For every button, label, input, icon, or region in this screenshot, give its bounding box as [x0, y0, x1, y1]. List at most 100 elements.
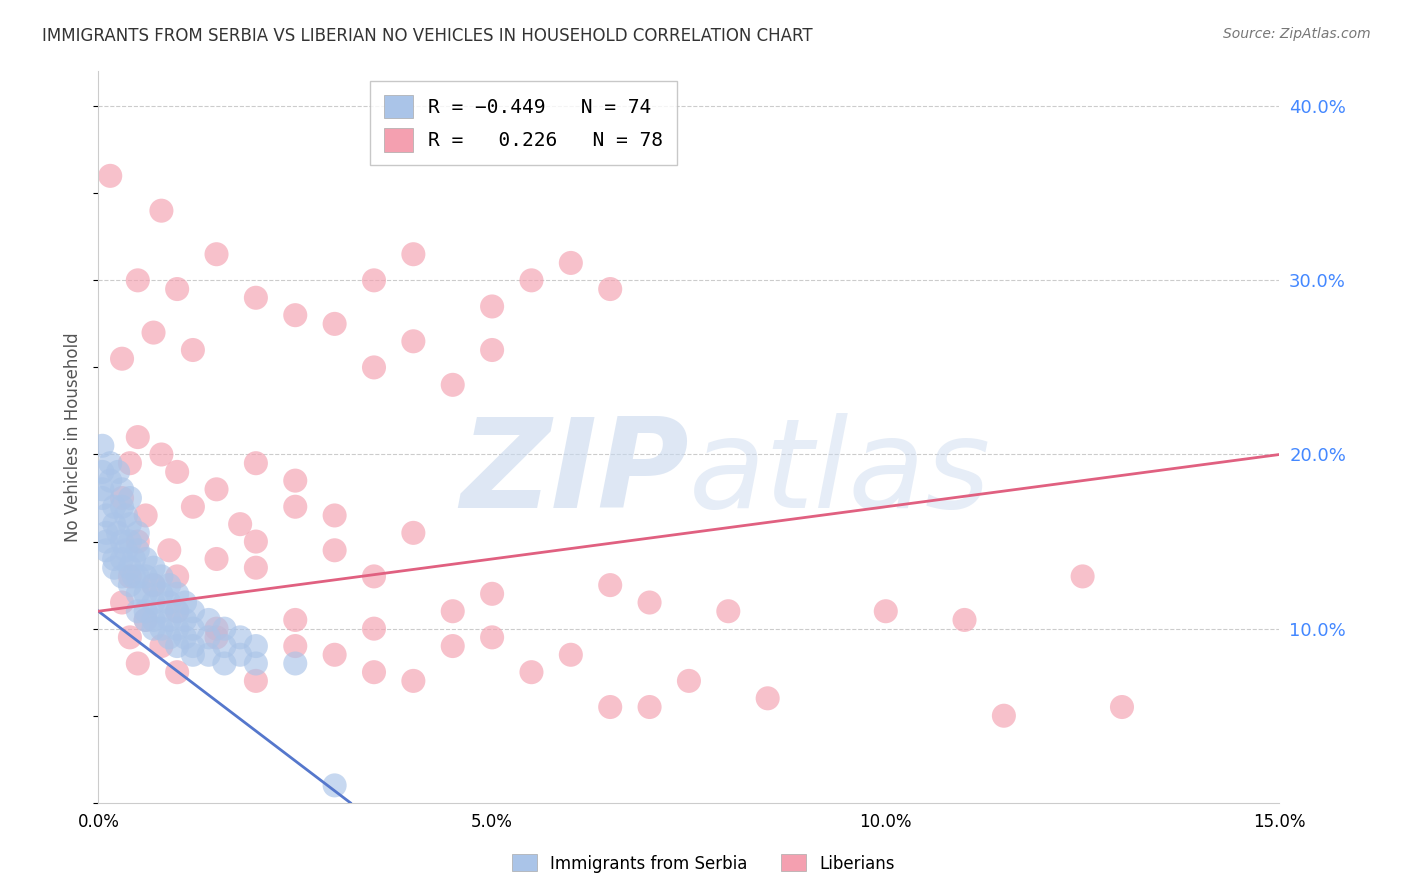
Point: [103, 560, 125, 574]
Point: [135, 604, 157, 618]
Point: [181, 500, 204, 514]
Point: [135, 613, 157, 627]
Point: [127, 273, 149, 287]
Point: [402, 525, 425, 540]
Point: [197, 631, 219, 645]
Point: [157, 613, 180, 627]
Point: [142, 578, 165, 592]
Point: [599, 578, 621, 592]
Point: [142, 622, 165, 636]
Point: [520, 273, 543, 287]
Point: [181, 622, 204, 636]
Point: [166, 569, 188, 583]
Point: [96, 534, 118, 549]
Point: [245, 291, 267, 305]
Point: [135, 569, 157, 583]
Point: [127, 569, 149, 583]
Point: [111, 351, 134, 366]
Point: [166, 587, 188, 601]
Point: [118, 578, 141, 592]
Point: [98, 169, 121, 183]
Point: [166, 604, 188, 618]
Text: Source: ZipAtlas.com: Source: ZipAtlas.com: [1223, 27, 1371, 41]
Text: ZIP: ZIP: [460, 413, 689, 534]
Point: [599, 700, 621, 714]
Point: [91, 483, 114, 497]
Point: [174, 613, 197, 627]
Point: [91, 465, 114, 479]
Point: [127, 657, 149, 671]
Point: [323, 317, 346, 331]
Point: [174, 631, 197, 645]
Point: [107, 525, 129, 540]
Point: [166, 465, 188, 479]
Point: [717, 604, 740, 618]
Point: [111, 500, 134, 514]
Point: [284, 613, 307, 627]
Point: [363, 665, 385, 680]
Point: [96, 525, 118, 540]
Point: [166, 639, 188, 653]
Point: [197, 648, 219, 662]
Point: [245, 456, 267, 470]
Legend: R = −0.449   N = 74, R =   0.226   N = 78: R = −0.449 N = 74, R = 0.226 N = 78: [370, 81, 678, 166]
Point: [520, 665, 543, 680]
Point: [96, 543, 118, 558]
Point: [181, 639, 204, 653]
Point: [875, 604, 897, 618]
Point: [953, 613, 976, 627]
Point: [284, 657, 307, 671]
Point: [229, 648, 252, 662]
Point: [122, 552, 145, 566]
Point: [993, 708, 1015, 723]
Point: [150, 622, 173, 636]
Point: [135, 508, 157, 523]
Point: [118, 456, 141, 470]
Point: [118, 534, 141, 549]
Point: [181, 343, 204, 357]
Point: [127, 534, 149, 549]
Point: [142, 560, 165, 574]
Point: [363, 360, 385, 375]
Point: [142, 613, 165, 627]
Point: [214, 657, 236, 671]
Point: [127, 525, 149, 540]
Point: [107, 465, 129, 479]
Point: [150, 448, 173, 462]
Point: [157, 631, 180, 645]
Point: [166, 622, 188, 636]
Point: [205, 631, 228, 645]
Point: [111, 483, 134, 497]
Point: [118, 569, 141, 583]
Point: [229, 517, 252, 532]
Point: [599, 282, 621, 296]
Point: [118, 491, 141, 505]
Point: [103, 552, 125, 566]
Point: [150, 569, 173, 583]
Point: [323, 778, 346, 792]
Point: [98, 456, 121, 470]
Point: [363, 622, 385, 636]
Point: [174, 595, 197, 609]
Point: [150, 639, 173, 653]
Point: [111, 552, 134, 566]
Y-axis label: No Vehicles in Household: No Vehicles in Household: [65, 332, 83, 542]
Point: [441, 639, 464, 653]
Point: [441, 604, 464, 618]
Point: [245, 560, 267, 574]
Point: [118, 517, 141, 532]
Point: [363, 569, 385, 583]
Point: [560, 648, 582, 662]
Point: [245, 673, 267, 688]
Point: [284, 474, 307, 488]
Point: [115, 543, 138, 558]
Point: [91, 439, 114, 453]
Point: [127, 430, 149, 444]
Point: [142, 595, 165, 609]
Point: [111, 491, 134, 505]
Point: [96, 508, 118, 523]
Point: [122, 569, 145, 583]
Point: [111, 534, 134, 549]
Point: [142, 578, 165, 592]
Text: atlas: atlas: [689, 413, 991, 534]
